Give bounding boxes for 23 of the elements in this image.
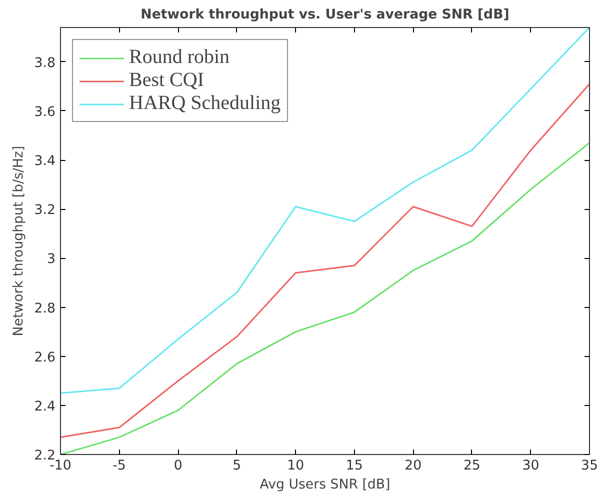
y-tick-label: 3.8 xyxy=(34,56,56,71)
x-tick-label: -5 xyxy=(112,458,126,474)
y-tick-label: 3 xyxy=(47,252,56,268)
y-tick-label: 2.8 xyxy=(34,301,56,316)
x-tick-label: 25 xyxy=(463,458,480,474)
x-tick-label: 30 xyxy=(522,458,540,474)
chart-title: Network throughput vs. User's average SNR [dB] xyxy=(140,8,510,22)
y-tick-label: 3.2 xyxy=(34,203,56,218)
y-tick-label: 3.6 xyxy=(34,104,56,120)
x-tick-label: 20 xyxy=(404,458,422,474)
y-tick-label: 2.6 xyxy=(34,350,56,366)
y-tick-label: 3.4 xyxy=(34,154,56,170)
x-axis-title: Avg Users SNR [dB] xyxy=(260,478,390,492)
x-tick-label: 35 xyxy=(581,458,598,474)
x-tick-label: 10 xyxy=(287,458,304,474)
legend-label: Best CQI xyxy=(129,69,204,92)
y-axis-title: Network throughput [b/s/Hz] xyxy=(11,146,26,336)
y-tick-label: 2.4 xyxy=(34,399,56,414)
legend-label: Round robin xyxy=(129,46,230,69)
x-tick-label: 5 xyxy=(232,458,242,474)
x-tick-label: 0 xyxy=(174,458,182,474)
legend-label: HARQ Scheduling xyxy=(129,92,281,115)
x-tick-label: 15 xyxy=(346,458,363,474)
